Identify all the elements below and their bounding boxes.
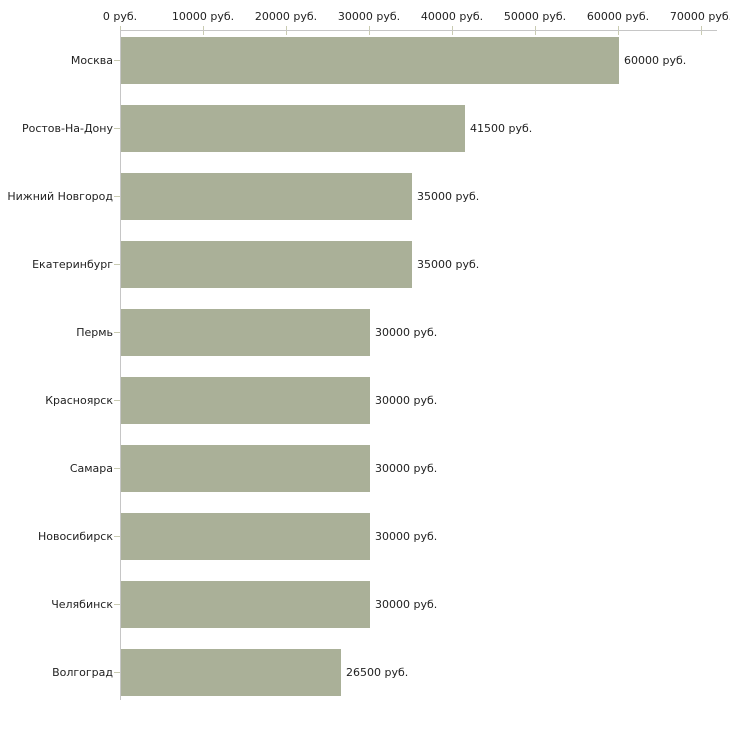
bar	[121, 105, 465, 152]
y-axis-tick-mark	[114, 60, 120, 61]
category-label: Волгоград	[52, 666, 113, 679]
value-label: 30000 руб.	[375, 326, 438, 339]
category-label: Новосибирск	[37, 530, 113, 543]
value-label: 35000 руб.	[417, 190, 480, 203]
category-label: Екатеринбург	[32, 258, 113, 271]
bar	[121, 377, 370, 424]
x-axis-tick-label: 30000 руб.	[337, 10, 401, 23]
value-label: 60000 руб.	[624, 54, 687, 67]
category-label: Красноярск	[45, 394, 113, 407]
value-label: 30000 руб.	[375, 394, 438, 407]
category-label: Пермь	[76, 326, 113, 339]
bar	[121, 513, 370, 560]
y-axis-tick-mark	[114, 672, 120, 673]
category-label: Нижний Новгород	[7, 190, 113, 203]
y-axis-tick-mark	[114, 264, 120, 265]
bar	[121, 241, 412, 288]
value-label: 30000 руб.	[375, 530, 438, 543]
value-label: 30000 руб.	[375, 462, 438, 475]
y-axis-tick-mark	[114, 468, 120, 469]
x-axis-tick-label: 40000 руб.	[420, 10, 484, 23]
x-axis-tick-label: 50000 руб.	[503, 10, 567, 23]
bar	[121, 581, 370, 628]
y-axis-tick-mark	[114, 400, 120, 401]
y-axis-tick-mark	[114, 604, 120, 605]
bar	[121, 37, 619, 84]
x-axis-tick-label: 10000 руб.	[171, 10, 235, 23]
value-label: 30000 руб.	[375, 598, 438, 611]
category-label: Москва	[70, 54, 113, 67]
y-axis-tick-mark	[114, 332, 120, 333]
x-axis-line	[120, 30, 717, 31]
y-axis-tick-mark	[114, 536, 120, 537]
x-axis-tick-label: 70000 руб.	[669, 10, 730, 23]
category-label: Челябинск	[51, 598, 113, 611]
y-axis-tick-mark	[114, 128, 120, 129]
bar	[121, 309, 370, 356]
category-label: Ростов-На-Дону	[21, 122, 113, 135]
value-label: 26500 руб.	[346, 666, 409, 679]
x-axis-tick-label: 20000 руб.	[254, 10, 318, 23]
category-label: Самара	[69, 462, 113, 475]
x-axis-tick-label: 60000 руб.	[586, 10, 650, 23]
y-axis-tick-mark	[114, 196, 120, 197]
x-axis-tick-label: 0 руб.	[102, 10, 138, 23]
value-label: 41500 руб.	[470, 122, 533, 135]
bar	[121, 649, 341, 696]
bar	[121, 445, 370, 492]
bar	[121, 173, 412, 220]
y-axis-line	[120, 30, 121, 700]
value-label: 35000 руб.	[417, 258, 480, 271]
